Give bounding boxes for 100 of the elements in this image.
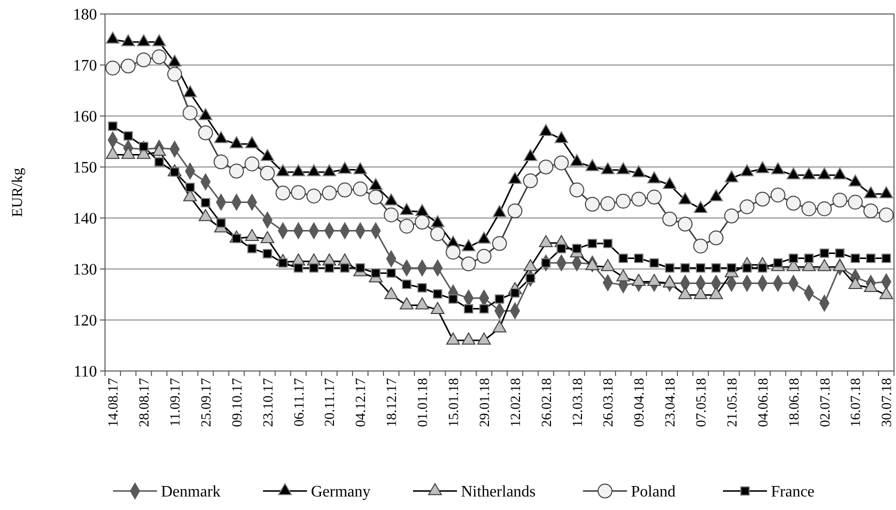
y-tick-label: 120: [73, 312, 97, 330]
y-tick-label: 160: [73, 108, 97, 126]
point: [292, 164, 306, 176]
x-tick-label: 15.01.18: [446, 378, 462, 427]
x-tick-label: 26.03.18: [602, 378, 617, 427]
point: [569, 182, 584, 198]
point: [400, 203, 414, 216]
point: [835, 248, 845, 258]
point: [108, 122, 118, 131]
point: [694, 200, 708, 213]
point: [245, 136, 259, 148]
point: [322, 186, 337, 200]
x-tick-label: 26.02.18: [540, 378, 555, 427]
x-tick-label: 12.03.18: [570, 378, 586, 427]
point: [632, 165, 646, 178]
point: [696, 263, 706, 273]
point: [136, 34, 151, 46]
point: [786, 167, 800, 180]
point: [121, 34, 136, 46]
point: [306, 164, 321, 176]
point: [570, 154, 584, 166]
point: [399, 218, 414, 234]
point: [693, 238, 708, 254]
point: [724, 208, 739, 224]
y-tick-label: 180: [73, 6, 97, 24]
point: [352, 182, 368, 196]
point: [152, 144, 166, 156]
x-tick-label: 23.10.17: [261, 378, 276, 427]
point: [477, 232, 491, 244]
point: [864, 186, 878, 198]
point: [524, 148, 538, 161]
point: [740, 164, 754, 176]
point: [539, 124, 553, 136]
x-tick-label: 23.04.18: [664, 378, 679, 427]
point: [584, 196, 600, 212]
point: [771, 162, 785, 174]
point: [290, 185, 306, 200]
point: [832, 167, 847, 180]
point: [306, 188, 322, 204]
point: [554, 131, 568, 144]
point: [802, 201, 816, 216]
y-tick-label: 170: [73, 58, 97, 75]
point: [260, 166, 275, 181]
point: [603, 238, 612, 248]
point: [384, 208, 399, 222]
x-tick-label: 04.06.18: [756, 378, 772, 427]
point: [121, 146, 136, 159]
point: [539, 235, 553, 248]
x-tick-label: 29.01.18: [478, 378, 493, 427]
x-tick-label: 12.02.18: [508, 378, 524, 427]
x-tick-label: 16.07.18: [849, 378, 864, 427]
point: [294, 263, 304, 273]
point: [508, 203, 522, 218]
x-tick-label: 11.09.17: [168, 378, 184, 426]
point: [337, 182, 352, 198]
legend-label: Poland: [631, 484, 676, 501]
point: [368, 178, 383, 190]
point: [600, 162, 615, 174]
point: [804, 254, 814, 263]
point: [832, 192, 848, 208]
point: [247, 244, 257, 254]
point: [152, 49, 167, 64]
point: [786, 196, 801, 211]
legend-label: Denmark: [161, 484, 221, 501]
point: [866, 254, 876, 263]
point: [260, 231, 274, 244]
point: [616, 194, 631, 209]
y-axis-title: EUR/kg: [10, 167, 26, 218]
point: [538, 160, 554, 174]
point: [662, 177, 677, 190]
point: [882, 254, 891, 263]
point: [430, 226, 446, 242]
point: [182, 106, 198, 120]
point: [709, 189, 723, 202]
point: [229, 164, 244, 178]
x-tick-label: 01.01.18: [416, 378, 432, 427]
point: [647, 171, 662, 184]
point: [585, 258, 600, 270]
x-tick-label: 07.05.18: [694, 378, 710, 427]
point: [198, 209, 212, 222]
point: [879, 186, 894, 198]
point: [309, 263, 319, 273]
point: [818, 259, 832, 272]
point: [260, 148, 274, 161]
point: [276, 164, 290, 176]
point: [770, 188, 786, 202]
point: [402, 280, 412, 289]
point: [432, 289, 442, 299]
x-tick-label: 21.05.18: [725, 378, 740, 427]
point: [556, 244, 566, 254]
point: [724, 170, 738, 182]
legend-label: Germany: [311, 484, 371, 501]
point: [878, 208, 894, 222]
point: [464, 304, 474, 314]
point: [863, 203, 878, 218]
point: [708, 230, 724, 246]
point: [138, 142, 148, 152]
x-tick-label: 28.08.17: [138, 378, 153, 427]
point: [479, 304, 489, 314]
point: [417, 283, 427, 293]
